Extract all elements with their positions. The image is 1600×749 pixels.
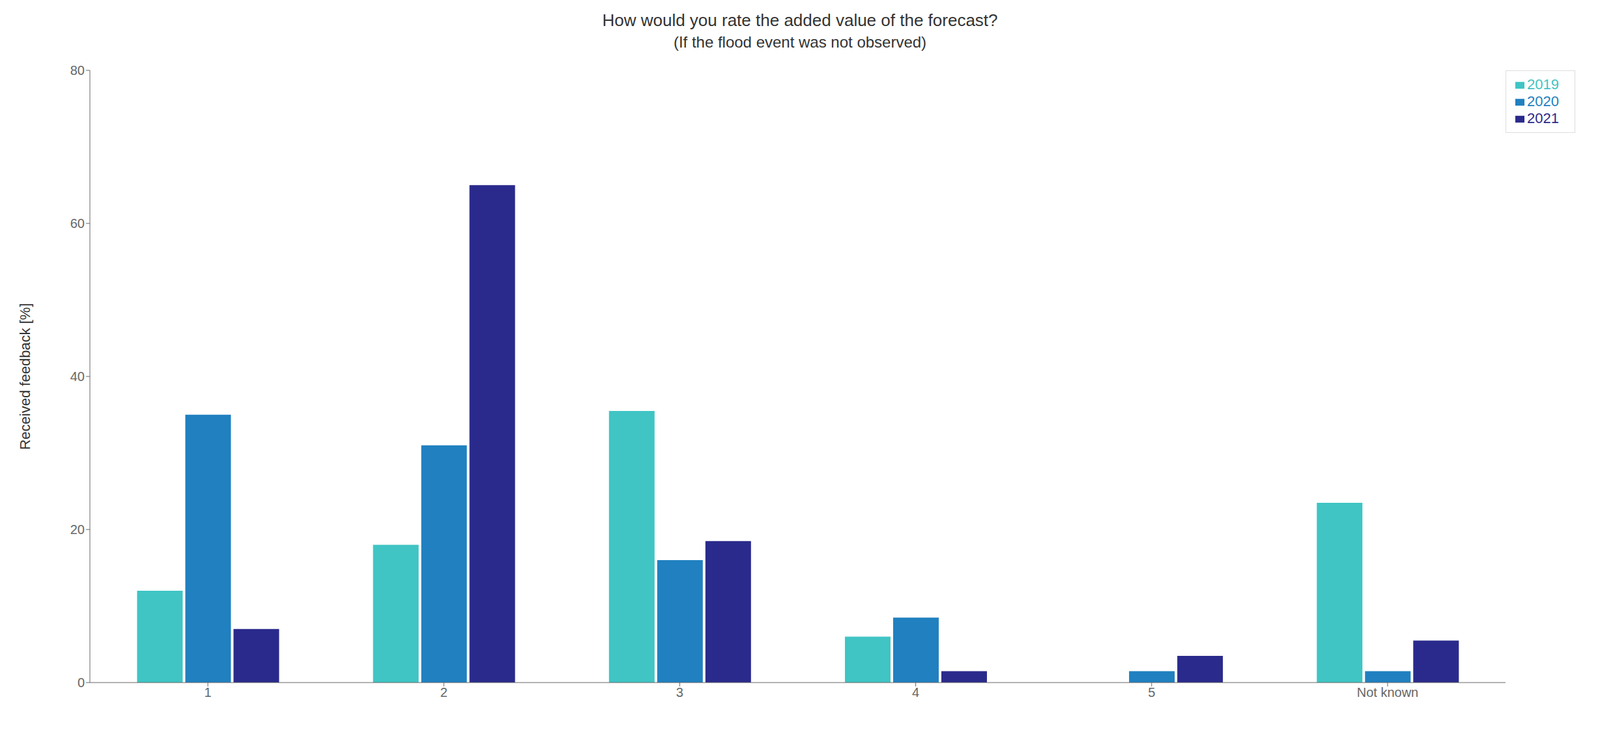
- html-text:2019: 2019: [1527, 76, 1559, 93]
- svg-text:2: 2: [440, 685, 448, 700]
- svg-text:Not known: Not known: [1357, 685, 1419, 700]
- svg-text:5: 5: [1147, 685, 1156, 700]
- svg-text:80: 80: [70, 63, 85, 78]
- svg-text:40: 40: [70, 369, 85, 384]
- svg-text:20: 20: [70, 522, 85, 537]
- html-text:(If the flood event was not ob: (If the flood event was not observed): [673, 33, 927, 51]
- svg-text:0: 0: [77, 675, 85, 690]
- html-text:How would you rate the added v: How would you rate the added value of th…: [602, 10, 998, 30]
- svg-text:Received feedback [%]: Received feedback [%]: [16, 302, 34, 450]
- svg-text:60: 60: [70, 216, 85, 231]
- html-text:2021: 2021: [1527, 110, 1559, 127]
- html-text:2020: 2020: [1527, 93, 1559, 110]
- svg-text:3: 3: [676, 685, 684, 700]
- svg-text:1: 1: [204, 685, 212, 700]
- svg-text:4: 4: [912, 685, 920, 700]
